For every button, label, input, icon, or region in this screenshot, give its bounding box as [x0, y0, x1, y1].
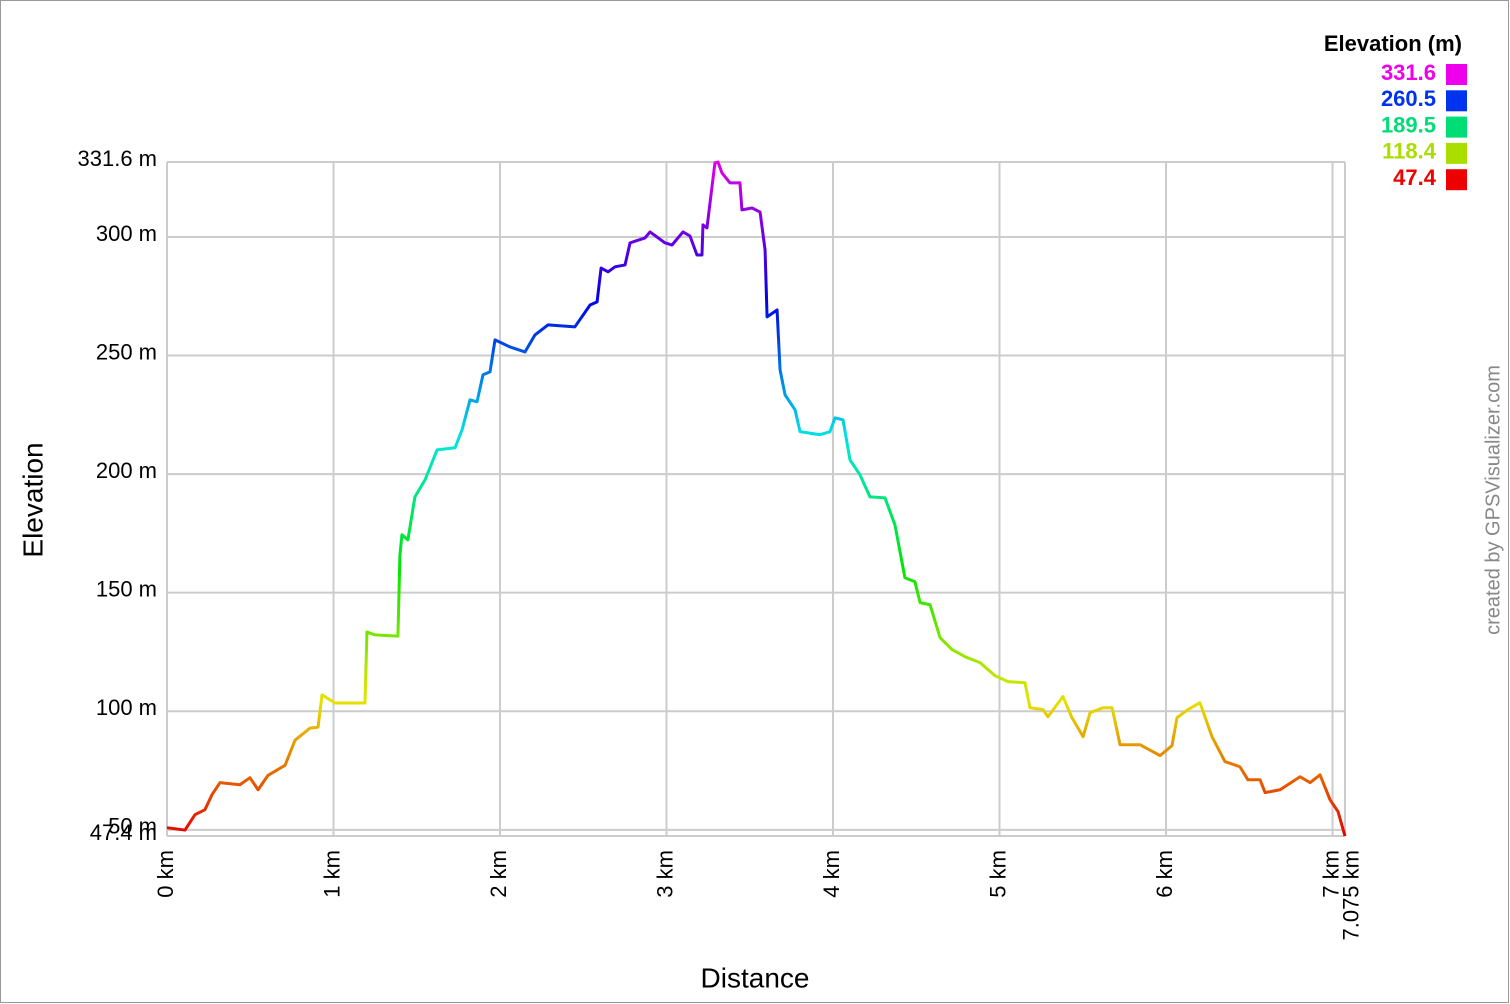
x-tick-label: 4 km [819, 850, 844, 898]
y-tick-label: 47.4 m [90, 820, 157, 845]
legend-value: 47.4 [1393, 165, 1437, 190]
x-tick-label: 0 km [153, 850, 178, 898]
y-tick-label: 200 m [96, 458, 157, 483]
legend-value: 331.6 [1381, 60, 1436, 85]
y-tick-label: 50 m [108, 814, 157, 839]
x-tick-label: 5 km [985, 850, 1010, 898]
x-tick-label: 6 km [1152, 850, 1177, 898]
y-tick-label: 300 m [96, 221, 157, 246]
legend-swatch [1446, 90, 1467, 112]
x-tick-label: 7.075 km [1338, 850, 1363, 941]
y-tick-label: 150 m [96, 576, 157, 601]
x-tick-label: 1 km [319, 850, 344, 898]
legend-value: 260.5 [1381, 86, 1436, 111]
elevation-line [166, 160, 1347, 837]
x-tick-label: 3 km [652, 850, 677, 898]
x-tick-label: 2 km [486, 850, 511, 898]
legend-title: Elevation (m) [1324, 31, 1462, 56]
legend-swatch [1446, 142, 1467, 164]
y-tick-label: 331.6 m [78, 146, 158, 171]
y-tick-label: 250 m [96, 339, 157, 364]
legend-swatch [1446, 169, 1467, 191]
credit: created by GPSVisualizer.com [1482, 365, 1504, 635]
legend-swatch [1446, 116, 1467, 138]
legend-value: 118.4 [1382, 139, 1437, 164]
legend-value: 189.5 [1381, 112, 1436, 137]
y-tick-label: 100 m [96, 695, 157, 720]
legend-swatch [1446, 64, 1467, 85]
y-axis-label: Elevation [17, 442, 48, 557]
x-axis-label: Distance [701, 962, 810, 993]
x-tick-label: 7 km [1318, 850, 1343, 898]
